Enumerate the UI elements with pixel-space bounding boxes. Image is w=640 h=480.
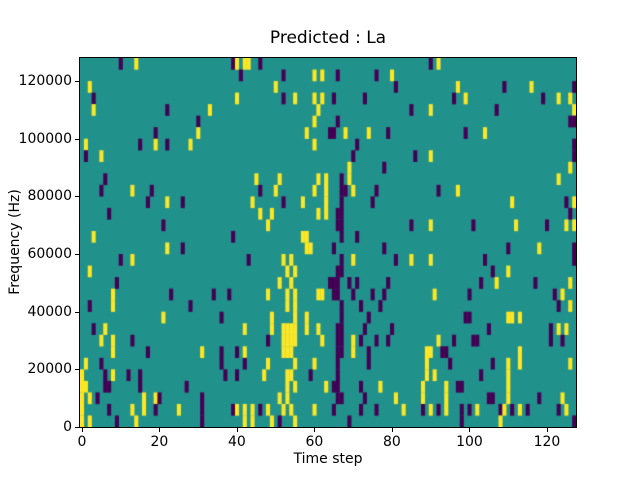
y-tick-label: 80000 (27, 188, 72, 205)
x-tick-mark (236, 428, 238, 432)
x-tick-label: 120 (533, 434, 561, 450)
y-axis-label: Frequency (Hz) (7, 189, 23, 295)
y-tick-label: 120000 (18, 73, 72, 90)
x-tick-label: 20 (150, 434, 169, 450)
y-tick-mark (75, 81, 79, 83)
x-tick-label: 60 (305, 434, 324, 450)
y-tick-label: 20000 (27, 361, 72, 378)
x-tick-mark (314, 428, 316, 432)
y-tick-mark (75, 196, 79, 198)
x-tick-label: 80 (383, 434, 401, 450)
x-tick-mark (546, 428, 548, 432)
x-tick-mark (391, 428, 393, 432)
x-axis-label: Time step (293, 451, 363, 467)
y-tick-label: 0 (63, 419, 72, 435)
y-tick-mark (75, 138, 79, 140)
x-tick-mark (159, 428, 161, 432)
x-tick-mark (81, 428, 83, 432)
y-tick-label: 40000 (27, 303, 72, 320)
x-tick-label: 100 (456, 434, 483, 450)
chart-title: Predicted : La (269, 28, 387, 48)
x-tick-label: 40 (228, 434, 246, 450)
x-tick-label: 0 (77, 434, 87, 450)
y-tick-label: 60000 (27, 246, 72, 263)
y-tick-mark (75, 254, 79, 256)
heatmap-canvas (80, 58, 576, 427)
plot-area (79, 57, 577, 428)
y-tick-mark (75, 311, 79, 313)
y-tick-label: 100000 (18, 130, 72, 147)
y-tick-mark (75, 427, 79, 428)
y-tick-mark (75, 369, 79, 371)
x-tick-mark (469, 428, 471, 432)
